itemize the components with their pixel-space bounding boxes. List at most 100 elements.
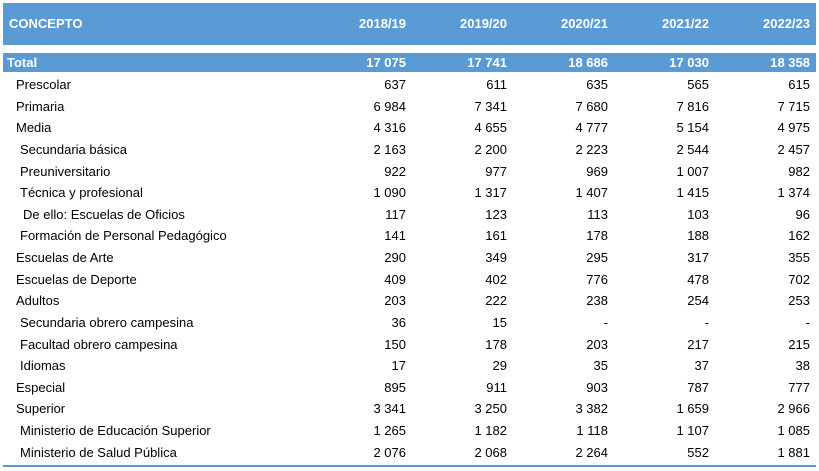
row-value: 15 (492, 314, 507, 330)
total-value-4: 17 030 (669, 55, 709, 70)
row-label: Media (16, 120, 52, 136)
row-value: 215 (788, 336, 810, 352)
row-label: Secundaria básica (20, 141, 127, 157)
row-value: 349 (485, 250, 507, 265)
row-value: 702 (788, 271, 810, 287)
row-value: 969 (586, 163, 608, 179)
table-row: Escuelas de Arte 290 349 295 317 355 (3, 247, 816, 269)
row-value: 253 (788, 293, 810, 309)
row-value: 217 (687, 336, 709, 352)
row-value: 402 (485, 271, 507, 287)
row-label: Preuniversitario (20, 163, 111, 179)
row-value: 7 341 (474, 98, 507, 114)
row-value: 903 (586, 379, 608, 395)
row-value: 552 (687, 444, 709, 460)
row-value: 1 317 (474, 185, 507, 201)
row-value: 37 (694, 358, 709, 374)
row-value: 35 (593, 358, 608, 374)
row-value: 3 250 (474, 401, 507, 417)
row-value: 911 (486, 379, 507, 395)
row-value: 977 (485, 163, 507, 179)
row-value: 3 382 (575, 401, 608, 417)
table-header: CONCEPTO 2018/19 2019/20 2020/21 2021/22… (3, 3, 816, 45)
row-value: 7 816 (676, 98, 709, 114)
row-value: 4 316 (373, 120, 406, 136)
row-label: Ministerio de Salud Pública (20, 444, 177, 460)
row-label: Secundaria obrero campesina (20, 314, 194, 330)
table-row: Superior 3 341 3 250 3 382 1 659 2 966 (3, 398, 816, 420)
row-value: 2 223 (575, 141, 608, 157)
row-value: 1 407 (575, 185, 608, 201)
header-year-4: 2021/22 (662, 16, 709, 31)
table-bottom-rule (3, 465, 816, 467)
row-value: 787 (687, 379, 709, 395)
total-value-5: 18 358 (770, 55, 810, 70)
row-value: 2 544 (676, 141, 709, 157)
header-year-3: 2020/21 (561, 16, 608, 31)
total-label: Total (7, 55, 38, 70)
row-value: 1 090 (373, 185, 406, 201)
row-value: 7 715 (777, 98, 810, 114)
table-row: Formación de Personal Pedagógico 141 161 17… (3, 225, 816, 247)
row-value: 478 (687, 271, 709, 287)
row-value: - (704, 314, 709, 330)
row-value: 290 (384, 250, 406, 265)
total-value-1: 17 075 (366, 55, 406, 70)
row-value: 178 (485, 336, 507, 352)
row-label: Especial (16, 379, 66, 395)
row-label: Escuelas de Arte (16, 250, 114, 265)
row-value: 637 (384, 77, 406, 92)
row-value: 777 (788, 379, 810, 395)
row-value: 161 (485, 228, 507, 244)
row-value: 178 (586, 228, 608, 244)
row-label: Superior (16, 401, 66, 417)
row-label: Adultos (16, 293, 60, 309)
row-value: 1 107 (676, 423, 709, 438)
row-value: 96 (795, 206, 810, 222)
row-value: 113 (587, 206, 608, 222)
row-label: Ministerio de Educación Superior (20, 423, 211, 438)
row-value: 123 (485, 206, 507, 222)
row-value: 1 659 (676, 401, 709, 417)
row-value: 3 341 (373, 401, 406, 417)
table-row: Idiomas 17 29 35 37 38 (3, 355, 816, 377)
row-value: 895 (384, 379, 406, 395)
row-value: 776 (586, 271, 608, 287)
table-row: Preuniversitario 922 977 969 1 007 982 (3, 161, 816, 183)
row-value: 1 881 (777, 444, 810, 460)
row-value: 103 (687, 206, 709, 222)
row-value: 1 415 (676, 185, 709, 201)
row-value: - (603, 314, 608, 330)
row-value: 29 (492, 358, 507, 374)
table-row: Facultad obrero campesina 150 178 203 217 215 (3, 334, 816, 356)
row-value: 1 374 (777, 185, 810, 201)
table-body: Prescolar 637 611 635 565 615 Primaria 6 984 7 3… (3, 74, 816, 463)
row-value: 2 068 (474, 444, 507, 460)
row-value: 162 (788, 228, 810, 244)
header-year-5: 2022/23 (763, 16, 810, 31)
row-value: 409 (384, 271, 406, 287)
row-value: 1 182 (474, 423, 507, 438)
row-label: Prescolar (16, 77, 71, 92)
row-value: 4 655 (474, 120, 507, 136)
row-value: 188 (687, 228, 709, 244)
row-label: Idiomas (20, 358, 66, 374)
row-value: 4 777 (575, 120, 608, 136)
table-row: De ello: Escuelas de Oficios 117 123 113 103… (3, 204, 816, 226)
table-row: Media 4 316 4 655 4 777 5 154 4 975 (3, 117, 816, 139)
row-value: 2 966 (777, 401, 810, 417)
table-row: Prescolar 637 611 635 565 615 (3, 74, 816, 96)
row-label: Formación de Personal Pedagógico (20, 228, 227, 244)
table-row: Ministerio de Salud Pública 2 076 2 068 2 2… (3, 442, 816, 464)
row-value: 2 163 (373, 141, 406, 157)
table-row: Adultos 203 222 238 254 253 (3, 290, 816, 312)
header-year-1: 2018/19 (359, 16, 406, 31)
table-row: Técnica y profesional 1 090 1 317 1 407 1 41… (3, 182, 816, 204)
row-value: 17 (391, 358, 406, 374)
row-value: 1 007 (676, 163, 709, 179)
header-year-2: 2019/20 (460, 16, 507, 31)
row-value: 36 (391, 314, 406, 330)
row-label: Técnica y profesional (20, 185, 143, 201)
row-value: 2 264 (575, 444, 608, 460)
row-value: 238 (586, 293, 608, 309)
